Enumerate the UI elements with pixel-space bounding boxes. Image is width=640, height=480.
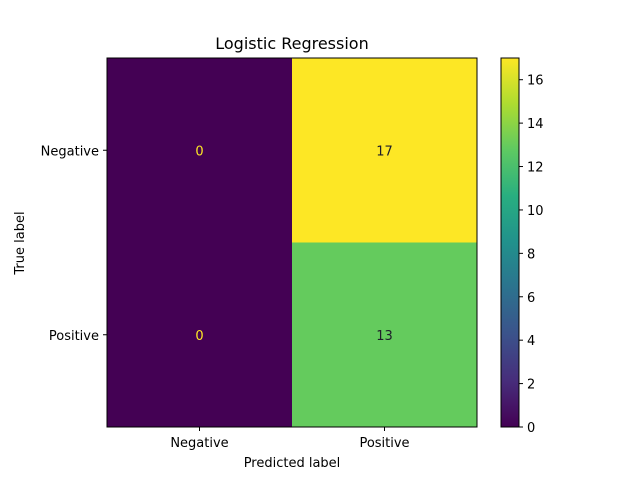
colorbar-tick-label: 2 [527,378,535,393]
matrix-cell [292,58,477,243]
x-axis-ticks: Negative Positive [170,427,410,451]
y-tick-label: Positive [49,329,99,344]
colorbar-tick-label: 0 [527,421,535,436]
colorbar-tick-label: 12 [527,161,544,176]
cell-value-label: 13 [376,329,393,344]
matrix-cell [107,242,292,427]
plot-frame [106,57,478,428]
colorbar-tick-label: 14 [527,117,544,132]
matrix-cell [107,58,292,243]
y-axis-label: True label [13,211,28,275]
matrix-cells: 0 17 0 13 [107,58,477,427]
cell-value-label: 17 [376,144,393,159]
colorbar-tick-label: 16 [527,74,544,89]
colorbar-tick-label: 6 [527,291,535,306]
cell-value-label: 0 [195,329,203,344]
x-tick-label: Negative [170,436,228,451]
x-tick-label: Positive [359,436,409,451]
matrix-cell [292,242,477,427]
cell-value-label: 0 [195,144,203,159]
colorbar-tick-label: 8 [527,247,535,262]
y-axis-ticks: Negative Positive [41,144,107,344]
colorbar [500,57,520,428]
colorbar-tick-label: 10 [527,204,544,219]
colorbar-tick-label: 4 [527,334,535,349]
x-axis-label: Predicted label [244,456,341,471]
colorbar-ticks: 0 2 4 6 8 10 12 14 16 [519,74,544,436]
y-tick-label: Negative [41,144,99,159]
chart-title: Logistic Regression [215,34,368,53]
